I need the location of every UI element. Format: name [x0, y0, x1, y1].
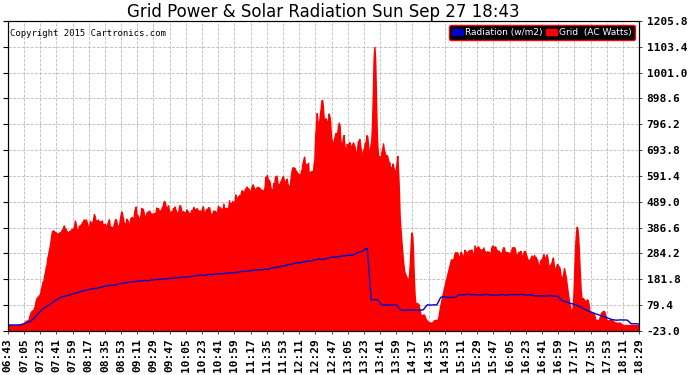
Text: Copyright 2015 Cartronics.com: Copyright 2015 Cartronics.com: [10, 29, 166, 38]
Title: Grid Power & Solar Radiation Sun Sep 27 18:43: Grid Power & Solar Radiation Sun Sep 27 …: [127, 3, 520, 21]
Legend: Radiation (w/m2), Grid  (AC Watts): Radiation (w/m2), Grid (AC Watts): [449, 26, 635, 40]
